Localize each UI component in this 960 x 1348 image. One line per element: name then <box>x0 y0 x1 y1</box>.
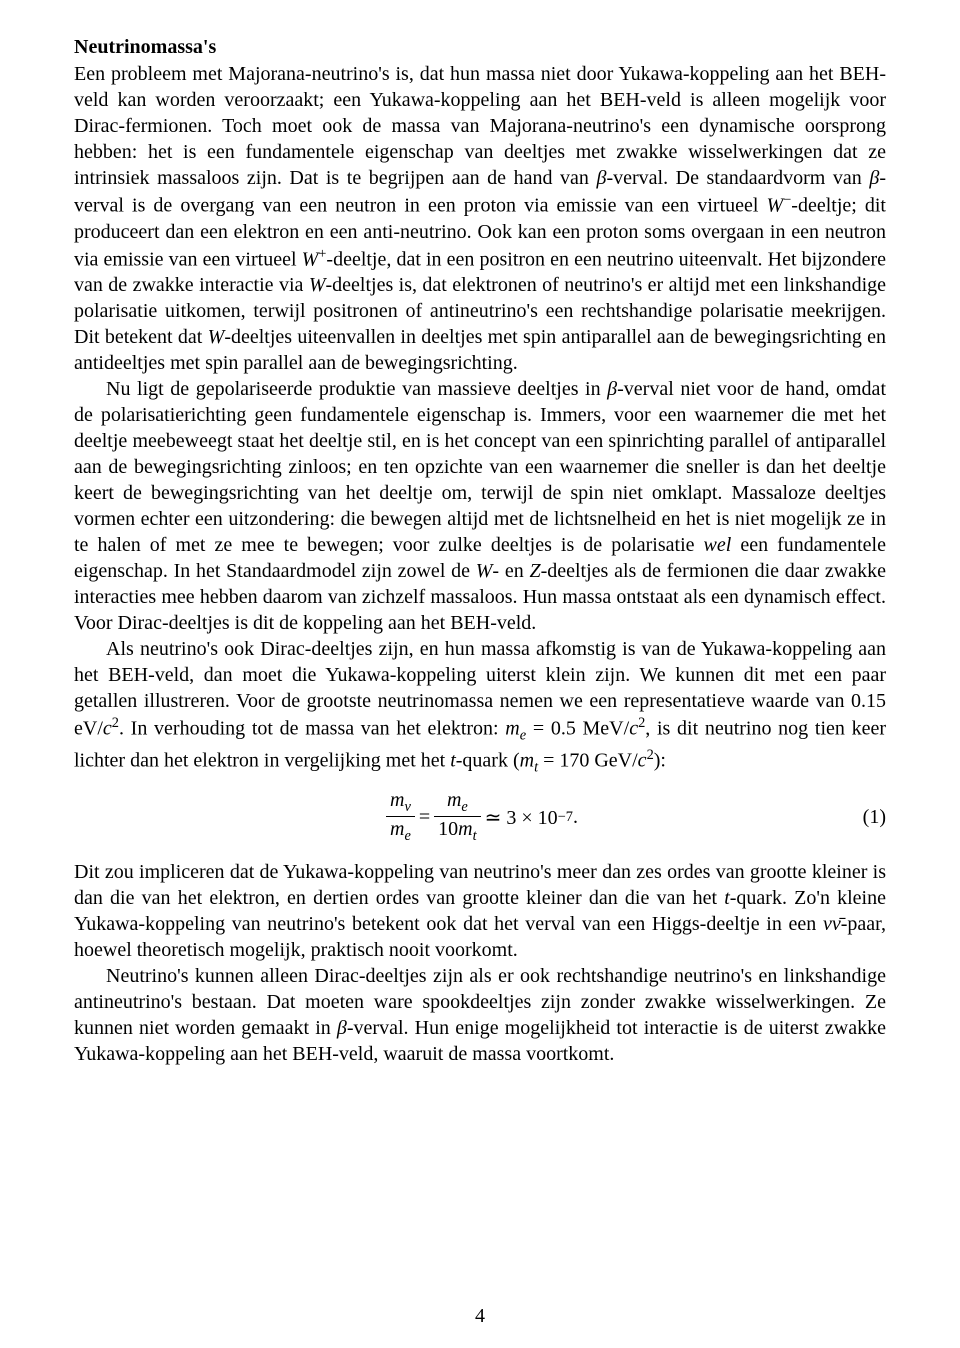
equals-sign: = <box>419 806 430 829</box>
symbol-w: W <box>208 326 225 348</box>
fraction-1: mν me <box>386 789 415 845</box>
subscript-nu: ν <box>404 799 410 815</box>
text: = 0.5 MeV/ <box>526 718 629 740</box>
equation-number: (1) <box>863 806 886 829</box>
symbol-w: W <box>476 560 493 582</box>
paragraph-4: Dit zou impliceren dat de Yukawa-koppeli… <box>74 859 886 963</box>
fraction-2: me 10mt <box>434 789 480 845</box>
symbol-m: m <box>458 818 472 840</box>
text: -verval niet voor de hand, omdat de pola… <box>74 378 886 556</box>
subscript-t: t <box>473 828 477 844</box>
symbol-beta: β <box>607 378 617 400</box>
symbol-m: m <box>390 789 404 811</box>
symbol-m: m <box>505 718 519 740</box>
period: . <box>573 806 578 829</box>
subscript-e: e <box>404 828 410 844</box>
page-number: 4 <box>0 1305 960 1328</box>
symbol-c: c <box>629 718 638 740</box>
symbol-nunubar: νν̄ <box>823 913 841 935</box>
emphasis-wel: wel <box>704 534 732 556</box>
symbol-z: Z <box>529 560 540 582</box>
superscript-2: 2 <box>647 747 654 763</box>
text: -verval. De standaardvorm van <box>606 167 869 189</box>
text: -quark ( <box>456 749 520 771</box>
text: - en <box>492 560 529 582</box>
text: . In verhouding tot de massa van het ele… <box>119 718 505 740</box>
symbol-m: m <box>390 818 404 840</box>
symbol-m: m <box>520 749 534 771</box>
symbol-beta: β <box>869 167 879 189</box>
symbol-c: c <box>103 718 112 740</box>
symbol-w: W <box>309 274 326 296</box>
paragraph-3: Als neutrino's ook Dirac-deeltjes zijn, … <box>74 636 886 777</box>
symbol-c: c <box>638 749 647 771</box>
paragraph-5: Neutrino's kunnen alleen Dirac-deeltjes … <box>74 963 886 1067</box>
text: = 170 GeV/ <box>538 749 638 771</box>
symbol-beta: β <box>596 167 606 189</box>
page: Neutrinomassa's Een probleem met Majoran… <box>0 0 960 1348</box>
approx-value: ≃ 3 × 10 <box>485 805 558 830</box>
symbol-beta: β <box>337 1017 347 1039</box>
text: Nu ligt de gepolariseerde produktie van … <box>106 378 607 400</box>
subscript-e: e <box>461 799 467 815</box>
symbol-w: W <box>302 248 319 270</box>
equation-1: mν me = me 10mt ≃ 3 × 10−7. (1) <box>74 789 886 845</box>
symbol-m: m <box>447 789 461 811</box>
symbol-w: W <box>767 195 784 217</box>
superscript-2: 2 <box>112 715 119 731</box>
paragraph-1: Een probleem met Majorana-neutrino's is,… <box>74 61 886 376</box>
paragraph-2: Nu ligt de gepolariseerde produktie van … <box>74 376 886 636</box>
superscript-minus7: −7 <box>558 809 573 826</box>
section-heading: Neutrinomassa's <box>74 36 886 59</box>
text: ): <box>654 749 666 771</box>
text-10: 10 <box>438 818 458 840</box>
